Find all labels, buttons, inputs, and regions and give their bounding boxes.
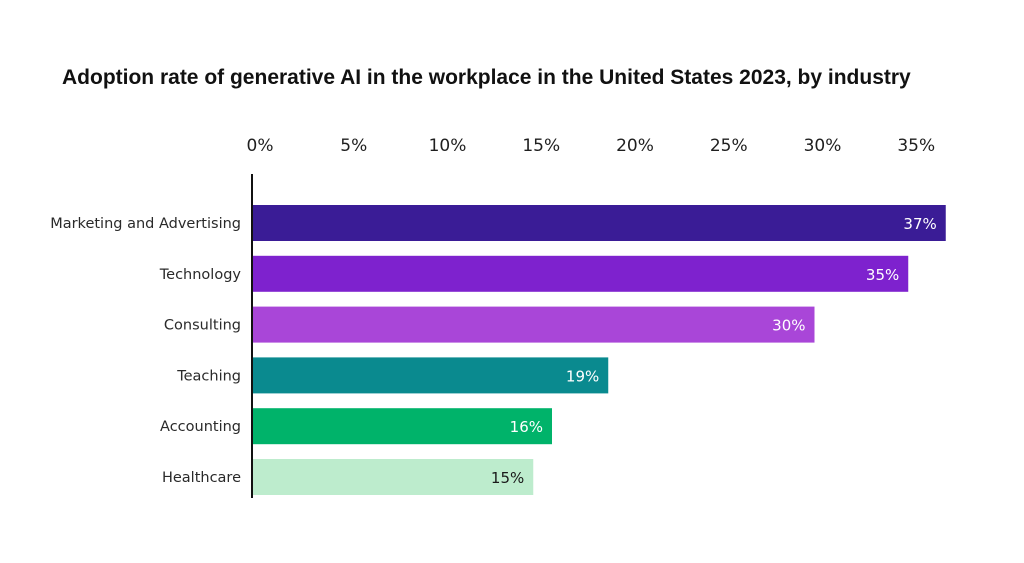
x-tick-label: 20% <box>616 136 654 156</box>
bar <box>253 408 552 445</box>
data-label: 16% <box>510 418 543 436</box>
x-tick-label: 5% <box>340 136 367 156</box>
x-tick-label: 10% <box>429 136 467 156</box>
data-label: 19% <box>566 367 599 385</box>
x-tick-label: 35% <box>897 136 935 156</box>
category-label: Technology <box>159 267 242 283</box>
data-label: 35% <box>866 266 899 284</box>
category-label: Accounting <box>160 419 241 435</box>
x-tick-label: 25% <box>710 136 748 156</box>
x-tick-label: 0% <box>247 136 274 156</box>
data-label: 37% <box>903 215 936 233</box>
bar <box>253 459 534 495</box>
x-tick-label: 30% <box>804 136 842 156</box>
bar <box>253 306 815 343</box>
category-label: Marketing and Advertising <box>50 216 241 232</box>
data-label: 15% <box>491 469 524 487</box>
data-label: 30% <box>772 317 805 335</box>
bar <box>253 255 909 292</box>
category-label: Teaching <box>176 368 241 384</box>
x-tick-label: 15% <box>522 136 560 156</box>
chart-title: Adoption rate of generative AI in the wo… <box>62 66 911 89</box>
bar <box>253 205 946 241</box>
bar <box>253 357 609 394</box>
category-label: Consulting <box>164 318 241 334</box>
category-label: Healthcare <box>162 470 241 486</box>
